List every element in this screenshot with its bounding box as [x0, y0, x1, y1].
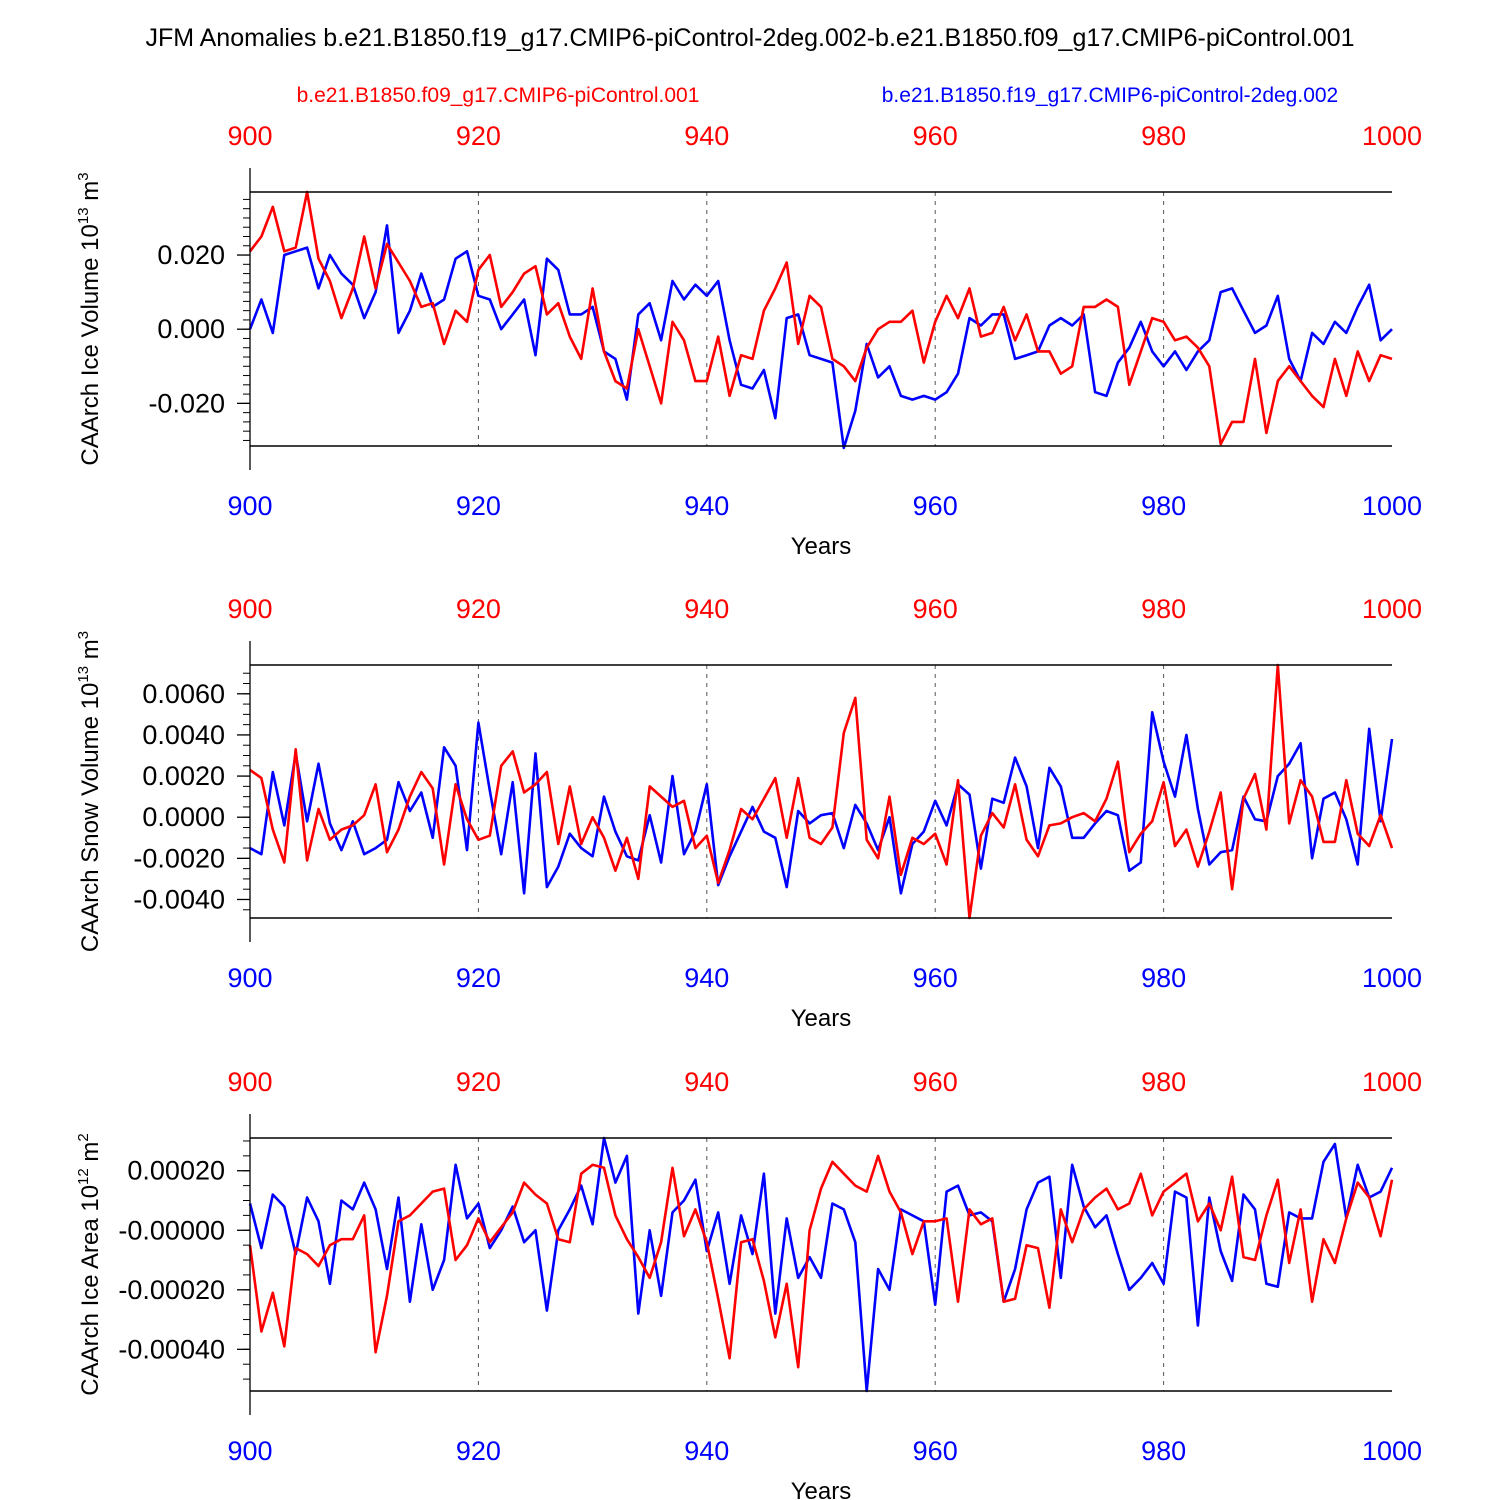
y-tick-label: -0.0020 — [133, 843, 225, 873]
y-axis-label-main: CAArch Ice Area 10 — [77, 1185, 104, 1396]
x-tick-label-bottom: 940 — [684, 963, 729, 993]
y-axis-label: CAArch Snow Volume 1013 m3 — [75, 631, 104, 952]
x-axis-label: Years — [791, 533, 852, 560]
series-line-blue — [248, 1136, 1394, 1393]
y-axis-label-unit-exponent: 3 — [75, 172, 92, 180]
y-tick-label: -0.00020 — [118, 1275, 225, 1305]
x-tick-label-top: 940 — [684, 594, 729, 624]
chart-panel-2: -0.0040 -0.0020 0.0000 0.0020 0.0040 0.0060 90… — [75, 594, 1422, 1032]
panels: -0.020 0.000 0.020 900 900 920 920 940 940 960 960… — [75, 121, 1422, 1500]
y-tick-label: 0.020 — [157, 240, 225, 270]
chart-panel-3: -0.00040 -0.00020 -0.00000 0.00020 900 900 920… — [75, 1067, 1422, 1500]
x-tick-label-bottom: 960 — [913, 491, 958, 521]
series-line-red — [249, 663, 1394, 920]
legend-blue-label: b.e21.B1850.f19_g17.CMIP6-piControl-2deg… — [882, 84, 1338, 107]
x-tick-label-top: 940 — [684, 1067, 729, 1097]
x-tick-label-bottom: 1000 — [1362, 963, 1422, 993]
y-axis-label-unit-exponent: 2 — [75, 1133, 92, 1141]
x-axis-label: Years — [791, 1005, 852, 1032]
y-axis-label-unit: m — [77, 639, 104, 666]
x-tick-label-bottom: 940 — [684, 1436, 729, 1466]
x-tick-label-bottom: 1000 — [1362, 491, 1422, 521]
x-tick-label-bottom: 900 — [227, 1436, 272, 1466]
y-axis-label-unit: m — [77, 181, 104, 208]
y-axis-label-exponent: 13 — [75, 207, 92, 224]
x-tick-label-top: 920 — [456, 1067, 501, 1097]
y-axis-label-main: CAArch Snow Volume 10 — [77, 683, 104, 952]
y-axis-label-main: CAArch Ice Volume 10 — [77, 224, 104, 465]
x-tick-label-top: 1000 — [1362, 594, 1422, 624]
x-tick-label-top: 960 — [913, 1067, 958, 1097]
legend-red-label: b.e21.B1850.f09_g17.CMIP6-piControl.001 — [297, 84, 700, 107]
y-axis-label: CAArch Ice Area 1012 m2 — [75, 1133, 104, 1395]
figure-title: JFM Anomalies b.e21.B1850.f19_g17.CMIP6-… — [145, 24, 1354, 52]
y-tick-label: 0.0040 — [142, 720, 225, 750]
series-line-blue — [248, 224, 1393, 450]
x-tick-label-bottom: 980 — [1141, 491, 1186, 521]
x-axis-label: Years — [791, 1478, 852, 1500]
y-axis-label-exponent: 13 — [75, 666, 92, 683]
y-tick-label: 0.00020 — [127, 1156, 225, 1186]
x-tick-label-top: 980 — [1141, 1067, 1186, 1097]
series-line-blue — [249, 710, 1394, 895]
x-tick-label-top: 920 — [456, 594, 501, 624]
x-tick-label-top: 980 — [1141, 594, 1186, 624]
x-tick-label-top: 940 — [684, 121, 729, 151]
x-tick-label-top: 920 — [456, 121, 501, 151]
x-tick-label-top: 1000 — [1362, 1067, 1422, 1097]
y-tick-label: -0.00000 — [118, 1215, 225, 1245]
x-tick-label-bottom: 920 — [456, 491, 501, 521]
x-tick-label-bottom: 940 — [684, 491, 729, 521]
series-line-red — [248, 1154, 1394, 1369]
x-tick-label-top: 960 — [913, 121, 958, 151]
x-tick-label-top: 960 — [913, 594, 958, 624]
x-tick-label-bottom: 920 — [456, 1436, 501, 1466]
x-tick-label-top: 900 — [227, 121, 272, 151]
y-tick-label: -0.0040 — [133, 884, 225, 914]
y-axis-label: CAArch Ice Volume 1013 m3 — [75, 172, 104, 465]
x-tick-label-bottom: 960 — [913, 963, 958, 993]
y-axis-label-unit: m — [77, 1142, 104, 1169]
y-axis-label-exponent: 12 — [75, 1168, 92, 1185]
chart-panel-1: -0.020 0.000 0.020 900 900 920 920 940 940 960 960… — [75, 121, 1422, 560]
y-tick-label: -0.00040 — [118, 1334, 225, 1364]
y-tick-label: -0.020 — [148, 388, 225, 418]
x-tick-label-top: 1000 — [1362, 121, 1422, 151]
x-tick-label-top: 900 — [227, 594, 272, 624]
y-axis-label-unit-exponent: 3 — [75, 631, 92, 639]
x-tick-label-bottom: 900 — [227, 491, 272, 521]
series-line-red — [248, 190, 1393, 446]
x-tick-label-bottom: 1000 — [1362, 1436, 1422, 1466]
y-tick-label: 0.0000 — [142, 802, 225, 832]
y-tick-label: 0.000 — [157, 314, 225, 344]
x-tick-label-bottom: 960 — [913, 1436, 958, 1466]
x-tick-label-bottom: 980 — [1141, 963, 1186, 993]
y-tick-label: 0.0020 — [142, 761, 225, 791]
x-tick-label-bottom: 920 — [456, 963, 501, 993]
y-tick-label: 0.0060 — [142, 679, 225, 709]
x-tick-label-top: 900 — [227, 1067, 272, 1097]
x-tick-label-top: 980 — [1141, 121, 1186, 151]
x-tick-label-bottom: 980 — [1141, 1436, 1186, 1466]
x-tick-label-bottom: 900 — [227, 963, 272, 993]
